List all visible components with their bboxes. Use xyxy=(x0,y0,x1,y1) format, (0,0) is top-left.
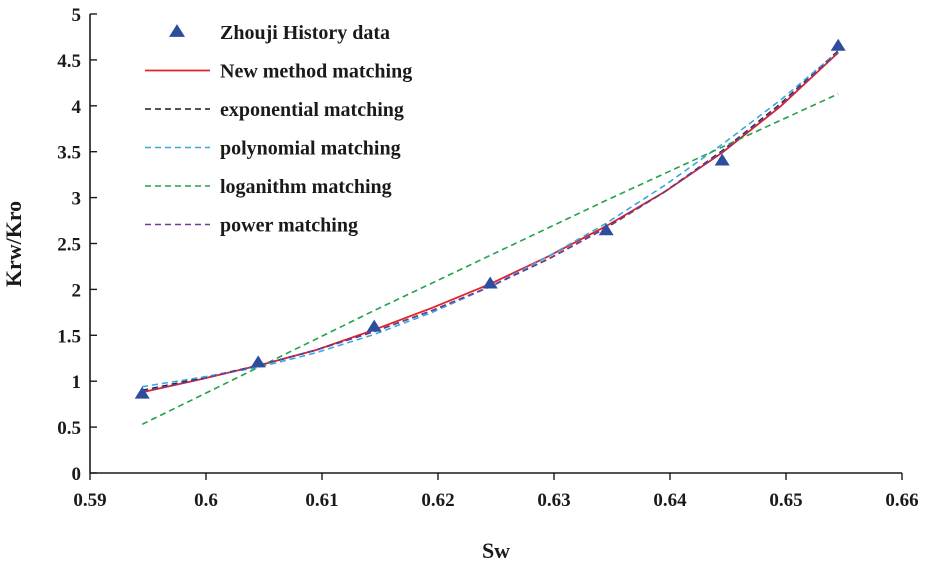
x-tick-label: 0.65 xyxy=(769,490,802,511)
x-tick-label: 0.64 xyxy=(653,490,687,511)
history-point xyxy=(482,276,498,289)
legend-label: Zhouji History data xyxy=(220,22,390,44)
x-axis-title: Sw xyxy=(482,538,510,563)
y-tick-label: 2.5 xyxy=(57,235,81,256)
legend-label: exponential matching xyxy=(220,99,404,121)
y-tick-label: 1 xyxy=(72,372,82,393)
y-tick-label: 2 xyxy=(72,280,82,301)
x-tick-label: 0.66 xyxy=(885,490,918,511)
y-tick-label: 0 xyxy=(72,464,82,485)
history-point xyxy=(366,319,382,332)
legend-label: polynomial matching xyxy=(220,138,401,160)
y-axis-title: Krw/Kro xyxy=(1,201,26,287)
y-tick-label: 4 xyxy=(72,97,82,118)
history-point xyxy=(250,355,266,368)
series-line-3 xyxy=(141,93,839,426)
x-tick-label: 0.59 xyxy=(73,490,106,511)
y-tick-label: 5 xyxy=(72,5,82,26)
y-tick-label: 3.5 xyxy=(57,143,81,164)
legend-label: New method matching xyxy=(220,61,412,83)
legend-marker-history xyxy=(169,24,185,37)
y-tick-label: 3 xyxy=(72,189,82,210)
legend-label: power matching xyxy=(220,215,358,237)
y-tick-label: 1.5 xyxy=(57,326,81,347)
history-point xyxy=(134,386,150,399)
y-tick-label: 4.5 xyxy=(57,51,81,72)
x-tick-label: 0.63 xyxy=(537,490,570,511)
legend: Zhouji History data New method matching ex… xyxy=(145,22,412,237)
markers-layer xyxy=(134,38,846,399)
axes: 0.59 0.6 0.61 0.62 0.63 0.64 0.65 0.66 0 0.5 1 1.5 2… xyxy=(57,5,918,511)
history-point xyxy=(714,153,730,166)
history-point xyxy=(830,38,846,51)
x-tick-label: 0.61 xyxy=(305,490,338,511)
legend-label: loganithm matching xyxy=(220,176,392,198)
x-tick-label: 0.6 xyxy=(194,490,218,511)
y-tick-label: 0.5 xyxy=(57,418,81,439)
history-point xyxy=(598,223,614,236)
x-tick-label: 0.62 xyxy=(421,490,454,511)
